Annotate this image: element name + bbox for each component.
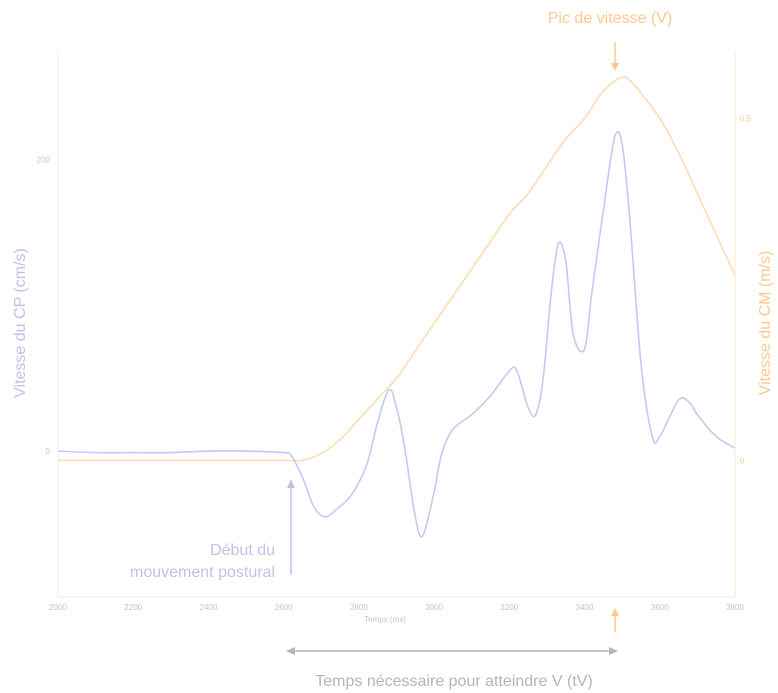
- x-tick-label: 2000: [49, 603, 67, 612]
- y-right-tick-label: 0: [740, 456, 745, 465]
- peak-arrow-bottom-head: [611, 608, 619, 616]
- y-left-tick-label: 200: [37, 155, 51, 164]
- onset-label-line1: Début du: [210, 542, 275, 559]
- x-tick-labels: 2000 2200 2400 2600 2800 3000 3200 3400 3600 3800: [49, 603, 744, 612]
- x-tick-label: 2800: [350, 603, 368, 612]
- cp-velocity-line: [57, 130, 736, 538]
- onset-label-line2: mouvement postural: [130, 564, 275, 581]
- x-tick-label: 3200: [500, 603, 518, 612]
- x-tick-label: 2400: [200, 603, 218, 612]
- onset-arrow-head: [287, 479, 295, 488]
- y-left-axis-label: Vitesse du CP (cm/s): [12, 248, 29, 398]
- time-span-label: Temps nécessaire pour atteindre V (tV): [315, 673, 592, 690]
- y-left-tick-labels: 0 200: [37, 155, 51, 456]
- time-span-arrow-left-head: [286, 647, 295, 655]
- x-tick-label: 3600: [651, 603, 669, 612]
- time-span-arrow-right-head: [609, 647, 618, 655]
- x-tick-label: 3800: [726, 603, 744, 612]
- x-axis-label: Temps (ms): [364, 615, 406, 624]
- cm-velocity-line: [57, 76, 736, 462]
- y-left-tick-label: 0: [46, 447, 51, 456]
- peak-label: Pic de vitesse (V): [548, 10, 672, 27]
- x-tick-label: 3400: [576, 603, 594, 612]
- peak-arrow-top-head: [611, 63, 619, 71]
- x-tick-label: 2600: [275, 603, 293, 612]
- x-tick-label: 3000: [425, 603, 443, 612]
- y-right-tick-label: 0.5: [740, 114, 752, 123]
- y-right-axis-label: Vitesse du CM (m/s): [757, 251, 774, 396]
- x-tick-label: 2200: [124, 603, 142, 612]
- y-right-tick-labels: 00.5: [740, 114, 752, 465]
